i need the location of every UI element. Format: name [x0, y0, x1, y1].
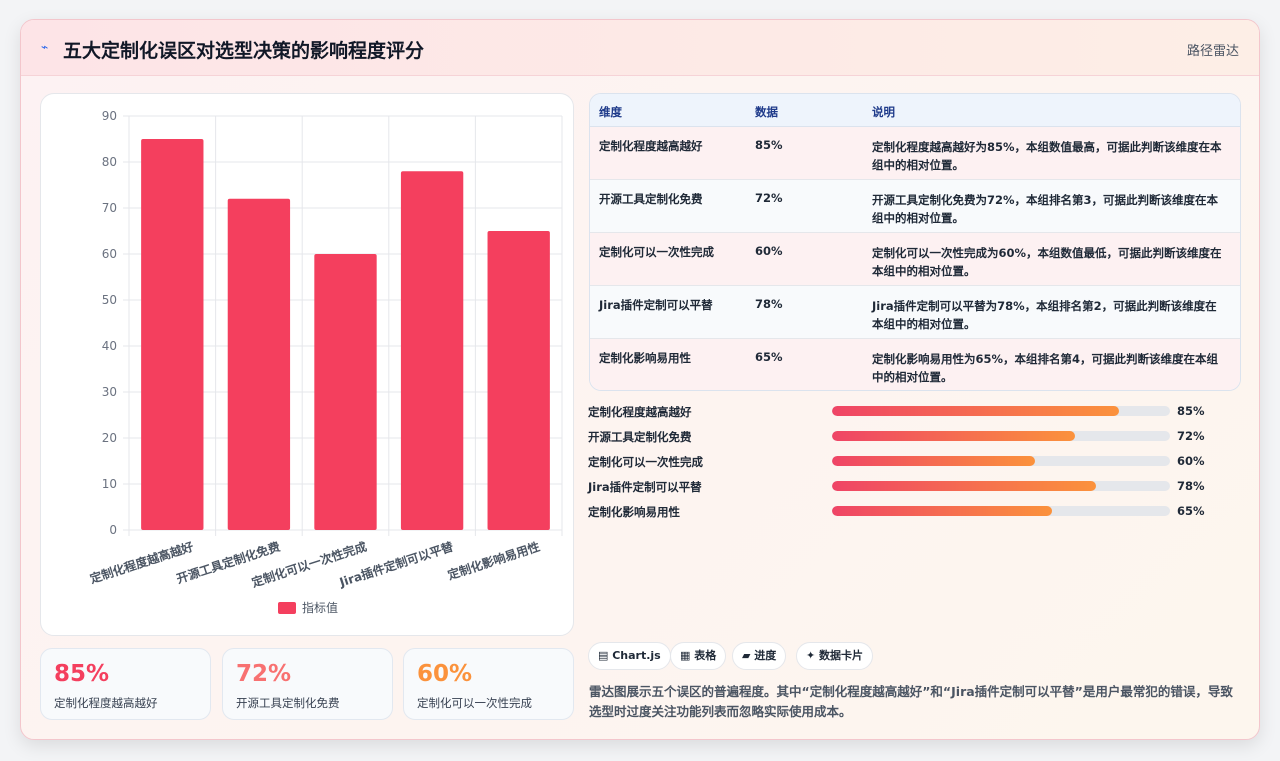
stat-card-2: 72% 开源工具定制化免费 [222, 648, 393, 720]
chart-line-icon: ⌁ [41, 40, 49, 54]
progress-row: 定制化可以一次性完成 60% [588, 452, 1248, 470]
progress-fill [832, 506, 1052, 516]
stat-label-1: 定制化程度越高越好 [54, 696, 158, 710]
table-cell-dim: 定制化程度越高越好 [599, 139, 703, 153]
dashboard-card: ⌁ 五大定制化误区对选型决策的影响程度评分 路径雷达 0 10 20 30 40 50 60… [20, 19, 1260, 740]
table-cell-value: 78% [755, 297, 783, 311]
y-tick-label: 70 [102, 201, 117, 215]
y-tick-label: 10 [102, 477, 117, 491]
table-cell-desc: Jira插件定制可以平替为78%，本组排名第2，可据此判断该维度在本组中的相对位… [872, 299, 1217, 331]
bar [487, 231, 550, 530]
y-tick-label: 90 [102, 109, 117, 123]
progress-track [832, 431, 1170, 441]
header-tag: 路径雷达 [1186, 44, 1239, 59]
table-cell-value: 65% [755, 350, 783, 364]
progress-label: 定制化程度越高越好 [588, 405, 692, 419]
progress-label: 定制化影响易用性 [588, 505, 680, 519]
y-tick-label: 20 [102, 431, 117, 445]
progress-row: 定制化程度越高越好 85% [588, 402, 1248, 420]
table-cell-desc: 定制化影响易用性为65%，本组排名第4，可据此判断该维度在本组中的相对位置。 [872, 352, 1219, 384]
stat-value-2: 72% [236, 661, 292, 687]
chip-chartjs[interactable]: ▤ Chart.js [588, 642, 671, 670]
table-header-dim: 维度 [599, 105, 622, 119]
progress-value: 65% [1177, 504, 1205, 518]
table-header: 维度 数据 说明 [590, 94, 1240, 127]
progress-label: 开源工具定制化免费 [588, 430, 692, 444]
stat-card-3: 60% 定制化可以一次性完成 [403, 648, 574, 720]
table-cell-desc: 定制化程度越高越好为85%，本组数值最高，可据此判断该维度在本组中的相对位置。 [872, 140, 1222, 172]
bar-chart-svg: 0102030405060708090定制化程度越高越好开源工具定制化免费定制化… [88, 109, 563, 615]
progress-fill [832, 481, 1096, 491]
y-tick-label: 80 [102, 155, 117, 169]
progress-label: Jira插件定制可以平替 [588, 480, 702, 494]
y-tick-label: 50 [102, 293, 117, 307]
data-table: 维度 数据 说明 定制化程度越高越好 85% 定制化程度越高越好为85%，本组数… [589, 93, 1241, 391]
legend-swatch [278, 602, 296, 614]
progress-fill [832, 456, 1035, 466]
y-tick-label: 60 [102, 247, 117, 261]
progress-label: 定制化可以一次性完成 [588, 455, 703, 469]
chip-table[interactable]: ▦ 表格 [670, 642, 727, 670]
legend-label: 指标值 [302, 600, 338, 615]
table-cell-value: 60% [755, 244, 783, 258]
table-row: 定制化影响易用性 65% 定制化影响易用性为65%，本组排名第4，可据此判断该维… [590, 339, 1240, 390]
table-cell-dim: 定制化可以一次性完成 [599, 245, 714, 259]
table-cell-value: 72% [755, 191, 783, 205]
chart-note: 雷达图展示五个误区的普遍程度。其中“定制化程度越高越好”和“Jira插件定制可以… [589, 684, 1233, 719]
progress-fill [832, 431, 1076, 441]
table-row: 定制化可以一次性完成 60% 定制化可以一次性完成为60%，本组数值最低，可据此… [590, 233, 1240, 286]
table-cell-dim: 开源工具定制化免费 [599, 192, 703, 206]
progress-track [832, 406, 1170, 416]
progress-value: 60% [1177, 454, 1205, 468]
progress-track [832, 456, 1170, 466]
chip-data-card[interactable]: ✦ 数据卡片 [796, 642, 874, 670]
bar [141, 139, 204, 530]
progress-row: Jira插件定制可以平替 78% [588, 477, 1248, 495]
chip-progress[interactable]: ▰ 进度 [732, 642, 787, 670]
bar [400, 171, 464, 530]
stat-label-2: 开源工具定制化免费 [236, 696, 340, 710]
progress-fill [832, 406, 1120, 416]
table-header-desc: 说明 [872, 105, 895, 119]
table-row: 开源工具定制化免费 72% 开源工具定制化免费为72%，本组排名第3，可据此判断… [590, 180, 1240, 233]
table-cell-dim: 定制化影响易用性 [599, 351, 691, 365]
bar [314, 254, 377, 530]
bar-chart: 0 10 20 30 40 50 60 70 80 90 定制化程度越高越好 开源工具定制化免费 定制化… [40, 93, 574, 636]
table-cell-dim: Jira插件定制可以平替 [599, 298, 713, 312]
stat-value-1: 85% [54, 661, 110, 687]
progress-row: 开源工具定制化免费 72% [588, 427, 1248, 445]
stat-card-1: 85% 定制化程度越高越好 [40, 648, 211, 720]
header: ⌁ 五大定制化误区对选型决策的影响程度评分 路径雷达 [21, 20, 1259, 76]
table-row: 定制化程度越高越好 85% 定制化程度越高越好为85%，本组数值最高，可据此判断… [590, 127, 1240, 180]
stat-label-3: 定制化可以一次性完成 [417, 696, 532, 710]
table-row: Jira插件定制可以平替 78% Jira插件定制可以平替为78%，本组排名第2… [590, 286, 1240, 339]
stat-value-3: 60% [417, 661, 473, 687]
progress-value: 85% [1177, 404, 1205, 418]
y-tick-label: 30 [102, 385, 117, 399]
progress-value: 72% [1177, 429, 1205, 443]
x-tick-label: 定制化影响易用性 [446, 539, 542, 583]
progress-track [832, 481, 1170, 491]
bar [227, 198, 291, 531]
table-header-value: 数据 [755, 105, 778, 119]
y-tick-label: 0 [109, 523, 117, 537]
table-cell-desc: 定制化可以一次性完成为60%，本组数值最低，可据此判断该维度在本组中的相对位置。 [872, 246, 1222, 278]
progress-value: 78% [1177, 479, 1205, 493]
y-tick-label: 40 [102, 339, 117, 353]
progress-track [832, 506, 1170, 516]
page-title: 五大定制化误区对选型决策的影响程度评分 [63, 40, 425, 62]
table-cell-value: 85% [755, 138, 783, 152]
table-cell-desc: 开源工具定制化免费为72%，本组排名第3，可据此判断该维度在本组中的相对位置。 [872, 193, 1219, 225]
progress-row: 定制化影响易用性 65% [588, 502, 1248, 520]
